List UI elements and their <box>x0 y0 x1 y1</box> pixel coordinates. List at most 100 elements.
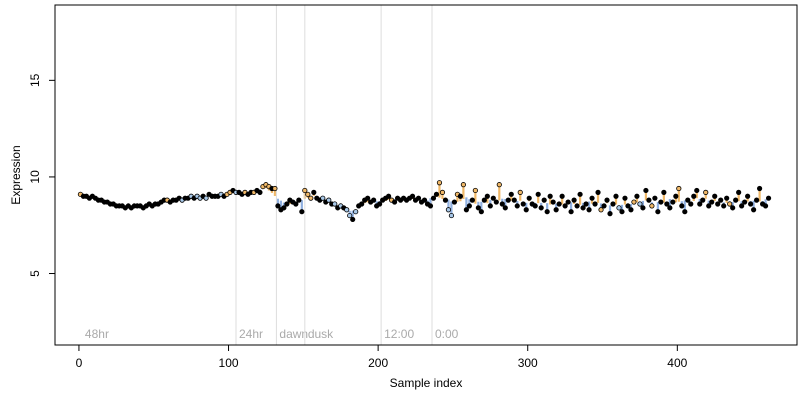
data-point <box>724 195 730 201</box>
data-point <box>604 197 610 203</box>
data-point <box>326 197 332 203</box>
data-point <box>619 209 625 215</box>
x-tick-label: 100 <box>219 356 239 370</box>
x-tick-label: 300 <box>518 356 538 370</box>
data-point <box>706 203 712 209</box>
data-point <box>257 189 263 195</box>
y-tick-label: 15 <box>28 73 42 87</box>
data-point <box>583 201 589 207</box>
data-point <box>475 205 481 211</box>
data-point <box>670 199 676 205</box>
data-point <box>296 197 302 203</box>
data-point <box>347 212 353 219</box>
data-point <box>765 195 772 201</box>
data-point <box>466 203 472 209</box>
data-point <box>607 211 613 217</box>
points-layer <box>77 180 772 223</box>
data-point <box>320 195 326 201</box>
data-point <box>547 193 553 199</box>
data-point <box>712 193 718 199</box>
data-point <box>550 199 556 205</box>
data-point <box>511 197 517 203</box>
data-point <box>568 209 574 215</box>
data-point <box>721 203 727 209</box>
data-point <box>484 193 490 199</box>
data-point <box>487 203 493 209</box>
data-point <box>682 209 688 215</box>
data-point <box>302 187 308 194</box>
data-point <box>730 205 736 211</box>
data-point <box>308 195 314 201</box>
divider-label: dawn <box>279 327 308 341</box>
data-point <box>359 201 365 207</box>
x-tick-label: 400 <box>667 356 687 370</box>
data-point <box>577 191 583 197</box>
data-point <box>637 201 643 207</box>
data-point <box>496 182 502 188</box>
data-point <box>679 203 685 209</box>
divider-label: dusk <box>308 327 334 341</box>
divider-label: 12:00 <box>384 327 414 341</box>
y-tick-label: 10 <box>28 170 42 184</box>
data-point <box>415 195 422 201</box>
data-point <box>391 199 398 205</box>
data-point <box>538 205 544 211</box>
x-axis-label: Sample index <box>390 376 463 390</box>
data-point <box>757 185 763 192</box>
data-point <box>478 209 484 215</box>
x-axis: 0 100 200 300 400 <box>76 344 688 370</box>
y-tick-label: 5 <box>28 270 42 277</box>
divider-label: 0:00 <box>435 327 459 341</box>
data-point <box>559 193 565 199</box>
data-point <box>667 205 673 211</box>
data-point <box>556 201 562 207</box>
data-point <box>344 207 350 213</box>
data-point <box>508 191 514 197</box>
data-point <box>673 193 679 199</box>
data-point <box>505 197 511 203</box>
data-point <box>481 197 487 203</box>
data-point <box>544 209 550 215</box>
data-point <box>460 182 466 188</box>
data-point <box>299 209 305 215</box>
data-point <box>586 207 592 213</box>
data-point <box>685 197 691 203</box>
data-point <box>739 203 745 209</box>
divider-layer: 24hr dawn dusk 12:00 0:00 48hr <box>85 5 459 345</box>
data-point <box>595 189 601 195</box>
data-point <box>715 201 721 207</box>
data-point <box>284 201 290 207</box>
data-point <box>661 189 667 195</box>
data-point <box>649 203 655 209</box>
data-point <box>371 197 377 203</box>
data-point <box>592 201 598 207</box>
data-point <box>311 189 317 195</box>
data-point <box>445 207 452 213</box>
data-point <box>427 203 434 209</box>
data-point <box>574 203 580 209</box>
data-point <box>469 197 475 203</box>
data-point <box>589 195 595 201</box>
data-point <box>748 201 754 207</box>
data-point <box>553 207 559 213</box>
x-tick-label: 0 <box>76 356 83 370</box>
data-point <box>640 205 646 211</box>
data-point <box>751 207 757 213</box>
data-point <box>616 205 622 211</box>
data-point <box>691 193 697 199</box>
data-point <box>433 191 440 197</box>
data-point <box>353 209 359 215</box>
data-point <box>442 197 449 203</box>
data-point <box>762 203 769 209</box>
data-point <box>634 193 640 199</box>
data-point <box>502 205 508 211</box>
data-point <box>517 189 523 195</box>
y-axis: 5 10 15 <box>28 73 56 277</box>
data-point <box>700 197 706 203</box>
data-point <box>625 203 631 209</box>
data-point <box>430 195 437 201</box>
data-point <box>664 201 670 207</box>
data-point <box>733 197 739 203</box>
data-point <box>493 199 499 205</box>
data-point <box>514 203 520 209</box>
